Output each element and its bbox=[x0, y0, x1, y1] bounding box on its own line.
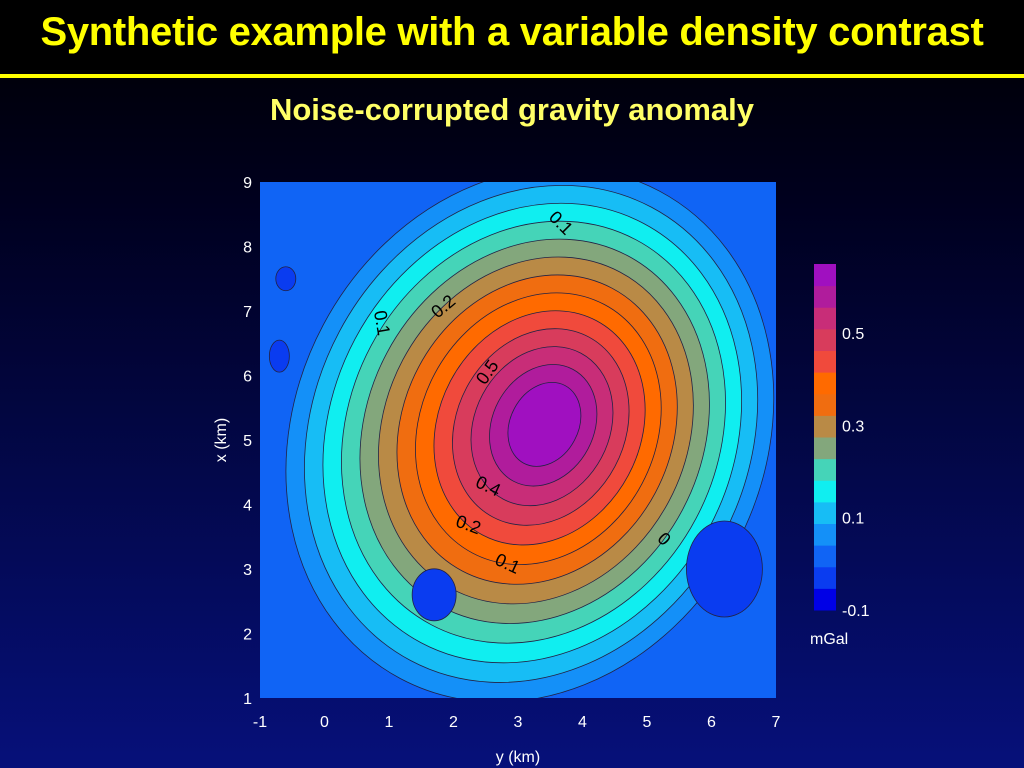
x-axis-label: y (km) bbox=[496, 749, 540, 766]
x-tick-label: 5 bbox=[643, 714, 652, 731]
colorbar-segment bbox=[814, 566, 836, 589]
y-tick-label: 9 bbox=[243, 175, 252, 192]
colorbar bbox=[814, 264, 836, 611]
colorbar-tick-label: 0.1 bbox=[842, 511, 864, 528]
y-tick-label: 3 bbox=[243, 562, 252, 579]
y-tick-label: 2 bbox=[243, 627, 252, 644]
y-tick-label: 4 bbox=[243, 498, 252, 515]
colorbar-segment bbox=[814, 437, 836, 460]
y-axis-ticks: 1 2 3 4 5 6 7 8 9 bbox=[243, 175, 252, 708]
contour-low-pocket bbox=[275, 266, 297, 292]
colorbar-segment bbox=[814, 372, 836, 395]
colorbar-segment bbox=[814, 393, 836, 416]
title-bar bbox=[0, 0, 1024, 78]
colorbar-segment bbox=[814, 350, 836, 373]
chart-subtitle: Noise-corrupted gravity anomaly bbox=[269, 92, 755, 127]
x-tick-label: 3 bbox=[514, 714, 523, 731]
x-tick-label: 4 bbox=[578, 714, 587, 731]
x-axis-ticks: -1 0 1 2 3 4 5 6 7 bbox=[253, 714, 781, 731]
colorbar-segment bbox=[814, 328, 836, 351]
colorbar-segment bbox=[814, 458, 836, 481]
colorbar-tick-label: 0.3 bbox=[842, 418, 864, 435]
x-tick-label: 6 bbox=[707, 714, 716, 731]
x-tick-label: 1 bbox=[385, 714, 394, 731]
x-tick-label: 0 bbox=[320, 714, 329, 731]
colorbar-segment bbox=[814, 523, 836, 546]
contour-band bbox=[507, 382, 582, 467]
contour-low-pocket bbox=[411, 568, 457, 622]
title-divider bbox=[0, 74, 1024, 78]
colorbar-segment bbox=[814, 285, 836, 308]
colorbar-tick-label: 0.5 bbox=[842, 326, 864, 343]
y-tick-label: 6 bbox=[243, 369, 252, 386]
contour-label: 0.1 bbox=[370, 309, 394, 337]
x-tick-label: -1 bbox=[253, 714, 267, 731]
y-tick-label: 5 bbox=[243, 433, 252, 450]
colorbar-tick-label: -0.1 bbox=[842, 603, 870, 620]
y-axis-label: x (km) bbox=[213, 418, 230, 462]
colorbar-segment bbox=[814, 264, 836, 287]
colorbar-segment bbox=[814, 501, 836, 524]
colorbar-segment bbox=[814, 307, 836, 330]
contour-low-pocket bbox=[268, 339, 290, 373]
colorbar-segment bbox=[814, 480, 836, 503]
colorbar-segment bbox=[814, 545, 836, 568]
colorbar-ticks: -0.1 0.1 0.3 0.5 bbox=[842, 326, 870, 620]
slide-title: Synthetic example with a variable densit… bbox=[40, 10, 984, 54]
colorbar-unit: mGal bbox=[810, 631, 848, 648]
y-tick-label: 7 bbox=[243, 304, 252, 321]
contour-low-pocket bbox=[686, 520, 763, 618]
contour-plot-area bbox=[260, 182, 776, 698]
colorbar-segment bbox=[814, 588, 836, 611]
x-tick-label: 7 bbox=[772, 714, 781, 731]
y-tick-label: 1 bbox=[243, 691, 252, 708]
contour-fills bbox=[268, 182, 775, 698]
x-tick-label: 2 bbox=[449, 714, 458, 731]
colorbar-segment bbox=[814, 415, 836, 438]
y-tick-label: 8 bbox=[243, 240, 252, 257]
